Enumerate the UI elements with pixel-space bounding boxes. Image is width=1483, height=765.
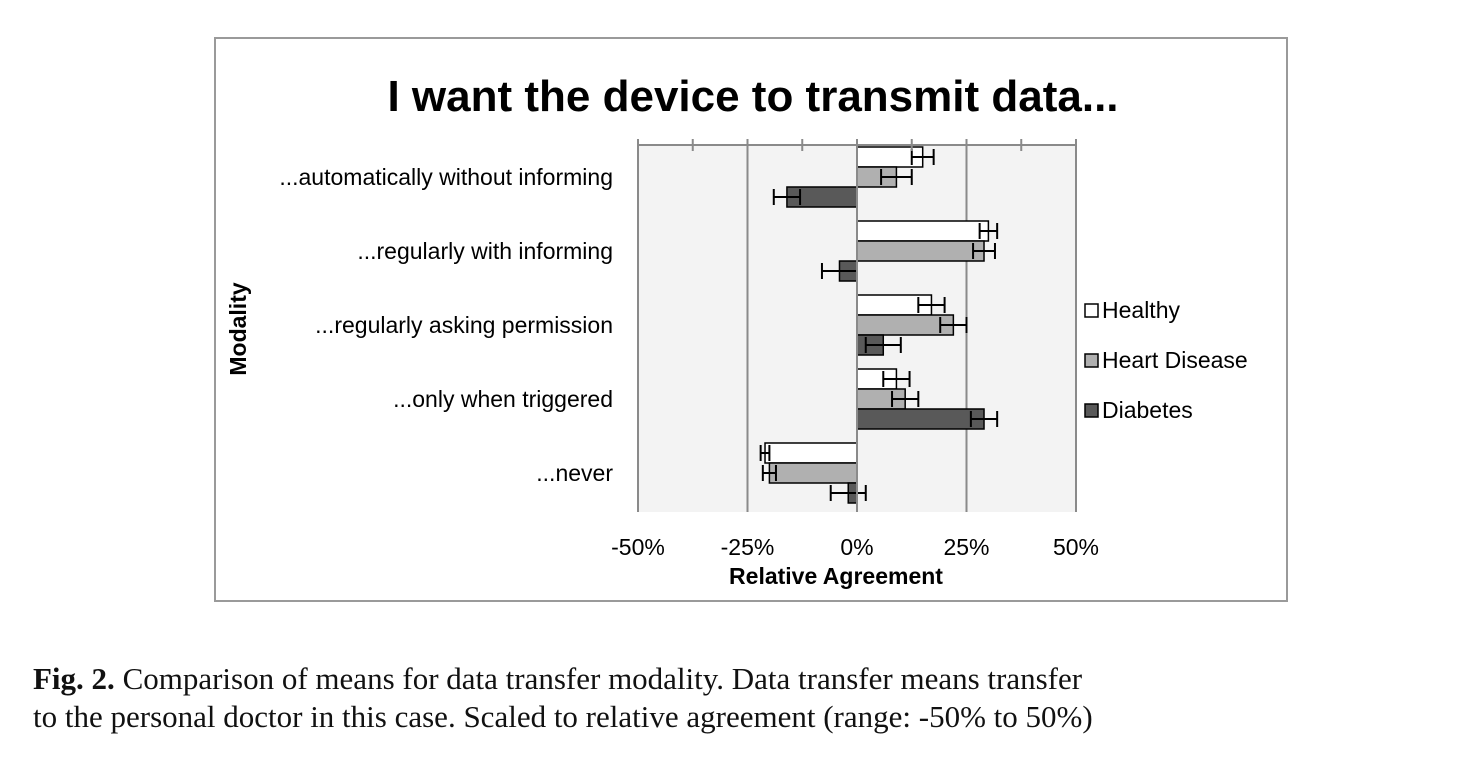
category-label: ...regularly asking permission	[315, 312, 613, 338]
x-tick-label: -25%	[721, 534, 775, 560]
caption-line-1: Comparison of means for data transfer mo…	[122, 661, 1083, 696]
bar	[856, 408, 985, 430]
figure-caption: Fig. 2. Comparison of means for data tra…	[33, 660, 1473, 736]
category-label: ...regularly with informing	[357, 238, 613, 264]
legend-swatch	[1084, 303, 1099, 318]
legend-label: Healthy	[1102, 297, 1180, 323]
legend: Healthy Heart Disease Diabetes	[1084, 297, 1248, 423]
axes: -50% -25% 0% 25% 50% ...automatically without…	[279, 139, 1099, 560]
legend-label: Diabetes	[1102, 397, 1193, 423]
caption-label: Fig. 2.	[33, 661, 115, 696]
y-axis-label: Modality	[225, 282, 251, 375]
bars	[759, 145, 999, 512]
x-tick-label: 0%	[840, 534, 873, 560]
legend-label: Heart Disease	[1102, 347, 1248, 373]
legend-swatch	[1084, 403, 1099, 418]
bar	[856, 314, 955, 336]
category-label: ...automatically without informing	[279, 164, 613, 190]
x-axis-label: Relative Agreement	[729, 563, 943, 589]
bar-chart: -50% -25% 0% 25% 50% ...automatically without…	[225, 72, 1248, 589]
x-tick-label: 25%	[943, 534, 989, 560]
chart-frame: -50% -25% 0% 25% 50% ...automatically without…	[214, 37, 1288, 602]
x-tick-label: -50%	[611, 534, 665, 560]
category-label: ...only when triggered	[393, 386, 613, 412]
bar	[856, 220, 990, 242]
caption-line-2: to the personal doctor in this case. Sca…	[33, 699, 1093, 734]
legend-swatch	[1084, 353, 1099, 368]
category-label: ...never	[536, 460, 613, 486]
x-tick-label: 50%	[1053, 534, 1099, 560]
bar	[768, 462, 858, 484]
bar	[764, 442, 858, 464]
bar	[856, 240, 985, 262]
chart-title: I want the device to transmit data...	[387, 72, 1118, 121]
